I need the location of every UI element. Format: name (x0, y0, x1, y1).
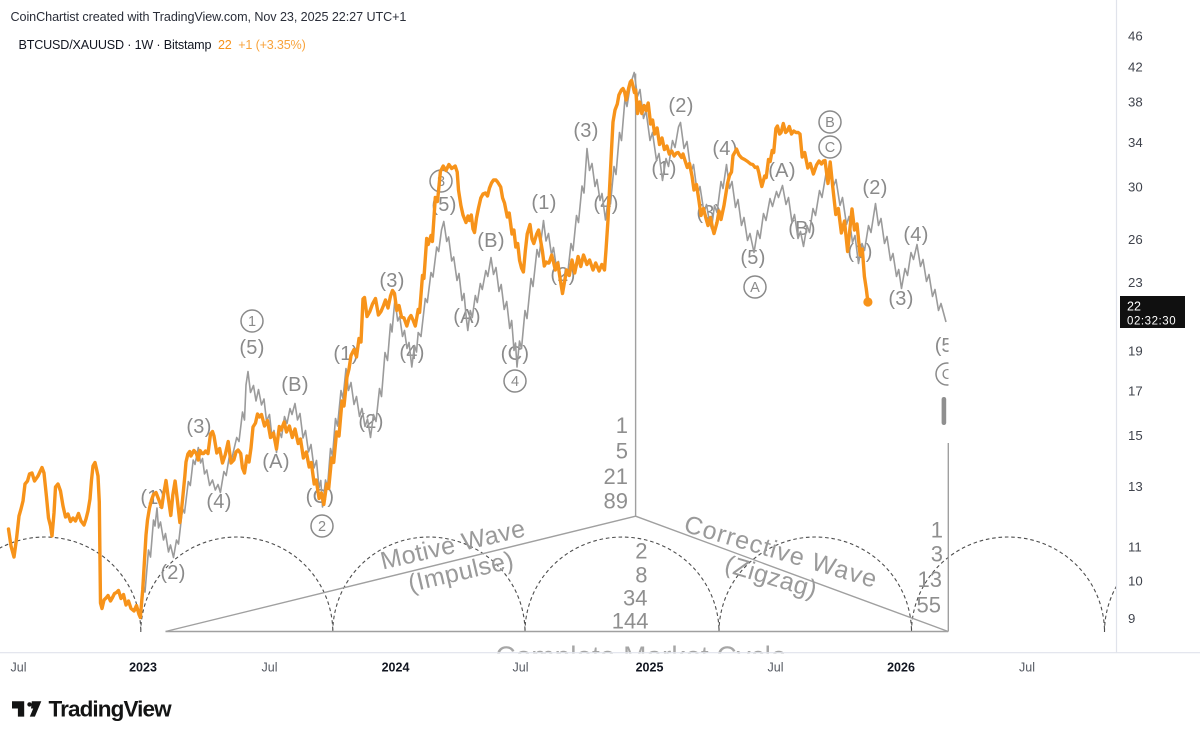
svg-text:(3): (3) (186, 416, 211, 438)
svg-text:(A): (A) (768, 160, 796, 182)
svg-text:2: 2 (635, 539, 647, 564)
svg-text:13: 13 (1128, 479, 1143, 494)
svg-text:(5): (5) (239, 337, 264, 359)
svg-text:17: 17 (1128, 384, 1143, 399)
svg-text:19: 19 (1128, 344, 1143, 359)
svg-text:1: 1 (248, 314, 256, 330)
svg-text:(4): (4) (206, 491, 231, 513)
svg-text:(4): (4) (712, 138, 737, 160)
svg-text:42: 42 (1128, 60, 1143, 75)
svg-text:22: 22 (1127, 300, 1141, 314)
svg-text:15: 15 (1128, 428, 1143, 443)
svg-text:34: 34 (1128, 135, 1143, 150)
svg-text:(5): (5) (935, 335, 959, 357)
svg-text:(5): (5) (740, 247, 765, 269)
svg-text:3: 3 (931, 542, 943, 567)
svg-text:B: B (825, 115, 835, 131)
svg-text:C: C (825, 140, 835, 156)
svg-text:30: 30 (1128, 180, 1143, 195)
svg-text:1: 1 (931, 518, 943, 543)
svg-text:(B): (B) (477, 230, 505, 252)
svg-text:(4): (4) (399, 342, 424, 364)
svg-text:2024: 2024 (382, 661, 410, 675)
svg-text:(3): (3) (888, 288, 913, 310)
svg-text:1: 1 (616, 413, 628, 438)
svg-text:23: 23 (1128, 275, 1143, 290)
svg-text:TradingView: TradingView (49, 697, 173, 722)
svg-text:13: 13 (918, 567, 942, 592)
svg-text:Jul: Jul (262, 661, 278, 675)
svg-text:2025: 2025 (636, 661, 664, 675)
svg-text:2026: 2026 (887, 661, 915, 675)
svg-text:C: C (942, 367, 952, 383)
svg-text:2023: 2023 (129, 661, 157, 675)
svg-text:46: 46 (1128, 28, 1143, 43)
svg-text:2: 2 (318, 519, 326, 535)
svg-text:A: A (750, 280, 760, 296)
svg-text:(3): (3) (573, 120, 598, 142)
svg-text:(B): (B) (281, 374, 309, 396)
svg-text:11: 11 (1128, 540, 1142, 555)
svg-text:5: 5 (616, 439, 628, 464)
svg-text:144: 144 (612, 609, 649, 634)
svg-text:9: 9 (1128, 611, 1135, 626)
svg-text:21: 21 (604, 464, 628, 489)
svg-text:(2): (2) (668, 95, 693, 117)
svg-text:38: 38 (1128, 95, 1143, 110)
svg-text:(4): (4) (903, 224, 928, 246)
svg-text:(3): (3) (379, 270, 404, 292)
svg-text:89: 89 (604, 488, 628, 513)
svg-text:02:32:30: 02:32:30 (1127, 316, 1176, 328)
svg-text:10: 10 (1128, 574, 1143, 589)
svg-text:(2): (2) (862, 177, 887, 199)
svg-text:55: 55 (917, 593, 941, 618)
svg-text:Jul: Jul (768, 661, 784, 675)
svg-text:34: 34 (623, 586, 647, 611)
svg-text:(A): (A) (262, 451, 290, 473)
svg-text:Jul: Jul (11, 661, 27, 675)
svg-text:Jul: Jul (513, 661, 529, 675)
svg-text:26: 26 (1128, 232, 1143, 247)
svg-text:Jul: Jul (1019, 661, 1035, 675)
svg-text:(2): (2) (160, 562, 185, 584)
svg-text:8: 8 (635, 563, 647, 588)
svg-text:(1): (1) (531, 192, 556, 214)
svg-text:4: 4 (511, 374, 519, 390)
